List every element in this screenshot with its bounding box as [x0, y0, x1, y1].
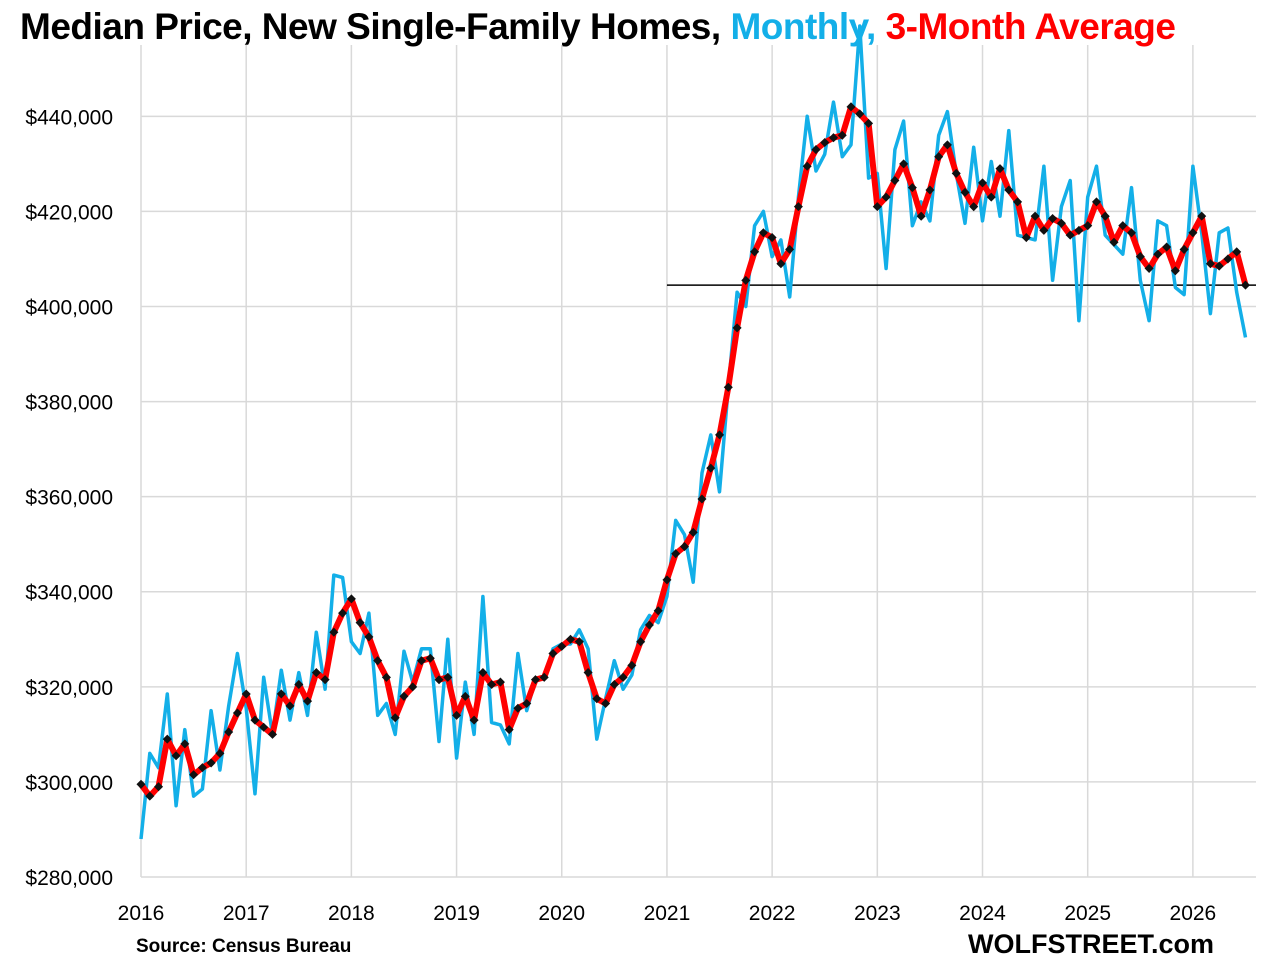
y-tick-label: $440,000: [25, 106, 113, 129]
average-point-marker: [864, 118, 874, 128]
average-point-marker: [837, 130, 847, 140]
average-point-marker: [399, 691, 409, 701]
average-point-marker: [899, 159, 909, 169]
average-point-marker: [522, 698, 532, 708]
average-point-marker: [1039, 225, 1049, 235]
average-point-marker: [1170, 266, 1180, 276]
average-point-marker: [539, 672, 549, 682]
average-point-marker: [1056, 218, 1066, 228]
average-point-marker: [1118, 221, 1128, 231]
average-point-marker: [346, 594, 356, 604]
y-tick-label: $380,000: [25, 392, 113, 415]
y-tick-label: $300,000: [25, 772, 113, 795]
average-point-marker: [303, 696, 313, 706]
average-point-marker: [469, 715, 479, 725]
average-point-marker: [478, 668, 488, 678]
title-main: Median Price, New Single-Family Homes,: [20, 6, 721, 47]
series-line-3-month-average: [138, 103, 1249, 800]
y-tick-label: $280,000: [25, 867, 113, 890]
average-point-marker: [513, 703, 523, 713]
average-point-marker: [697, 494, 707, 504]
average-point-marker: [294, 679, 304, 689]
average-point-marker: [960, 187, 970, 197]
average-point-marker: [1109, 237, 1119, 247]
average-point-marker: [381, 672, 391, 682]
source-note: Source: Census Bureau: [136, 936, 352, 957]
series-layer: [136, 24, 1256, 840]
average-point-marker: [276, 689, 286, 699]
average-point-marker: [592, 694, 602, 704]
average-point-marker: [557, 641, 567, 651]
average-point-marker: [311, 668, 321, 678]
average-point-marker: [601, 698, 611, 708]
brand-watermark: WOLFSTREET.com: [967, 929, 1214, 959]
average-point-marker: [1083, 221, 1093, 231]
average-point-marker: [653, 606, 663, 616]
average-point-marker: [1100, 211, 1110, 221]
series-line-monthly: [139, 24, 1248, 840]
average-point-marker: [224, 727, 234, 737]
average-point-marker: [688, 527, 698, 537]
chart-title: Median Price, New Single-Family Homes, M…: [20, 6, 1265, 48]
average-point-marker: [1004, 185, 1014, 195]
average-point-marker: [487, 679, 497, 690]
x-tick-label: 2024: [959, 902, 1006, 925]
average-point-marker: [662, 575, 672, 585]
average-point-marker: [715, 430, 725, 440]
y-tick-label: $420,000: [25, 201, 113, 224]
average-point-marker: [636, 637, 646, 647]
average-point-marker: [530, 675, 540, 685]
average-point-marker: [644, 620, 654, 630]
average-point-marker: [583, 668, 593, 678]
average-point-marker: [820, 137, 830, 148]
average-point-marker: [373, 656, 383, 666]
x-tick-label: 2016: [118, 902, 165, 925]
average-point-marker: [329, 627, 339, 637]
x-tick-label: 2017: [223, 902, 270, 925]
average-point-marker: [679, 542, 690, 552]
axis-labels: $280,000 $300,000 $320,000 $340,000 $360,000…: [25, 106, 1216, 925]
x-tick-label: 2021: [644, 902, 691, 925]
x-tick-label: 2018: [328, 902, 375, 925]
average-point-marker: [890, 175, 900, 185]
average-point-marker: [618, 672, 628, 682]
average-point-marker: [504, 725, 514, 735]
y-tick-label: $320,000: [25, 677, 113, 700]
x-tick-label: 2025: [1064, 902, 1111, 925]
average-point-marker: [1144, 263, 1154, 273]
average-point-marker: [1232, 247, 1242, 257]
average-point-marker: [338, 608, 348, 618]
average-point-marker: [574, 637, 584, 647]
average-point-marker: [671, 549, 681, 559]
average-point-marker: [320, 675, 330, 685]
grid-layer: [140, 45, 1256, 878]
average-point-marker: [750, 247, 760, 257]
x-tick-label: 2022: [749, 902, 796, 925]
x-tick-label: 2020: [538, 902, 585, 925]
y-tick-label: $360,000: [25, 487, 113, 510]
average-point-marker: [259, 722, 269, 732]
x-tick-label: 2026: [1170, 902, 1217, 925]
x-tick-label: 2019: [433, 902, 480, 925]
average-point-marker: [1223, 254, 1233, 264]
title-series-average: 3-Month Average: [885, 6, 1176, 47]
average-point-marker: [934, 152, 944, 162]
average-point-marker: [1013, 197, 1023, 207]
average-point-marker: [732, 323, 742, 333]
x-tick-label: 2023: [854, 902, 901, 925]
title-series-monthly: Monthly,: [730, 6, 876, 47]
average-point-marker: [267, 729, 278, 739]
average-point-marker: [627, 660, 637, 670]
average-point-marker: [425, 653, 435, 663]
average-point-marker: [828, 133, 839, 143]
average-point-marker: [1197, 211, 1207, 221]
average-point-marker: [951, 168, 961, 178]
y-tick-label: $400,000: [25, 296, 113, 319]
y-tick-label: $340,000: [25, 582, 113, 605]
